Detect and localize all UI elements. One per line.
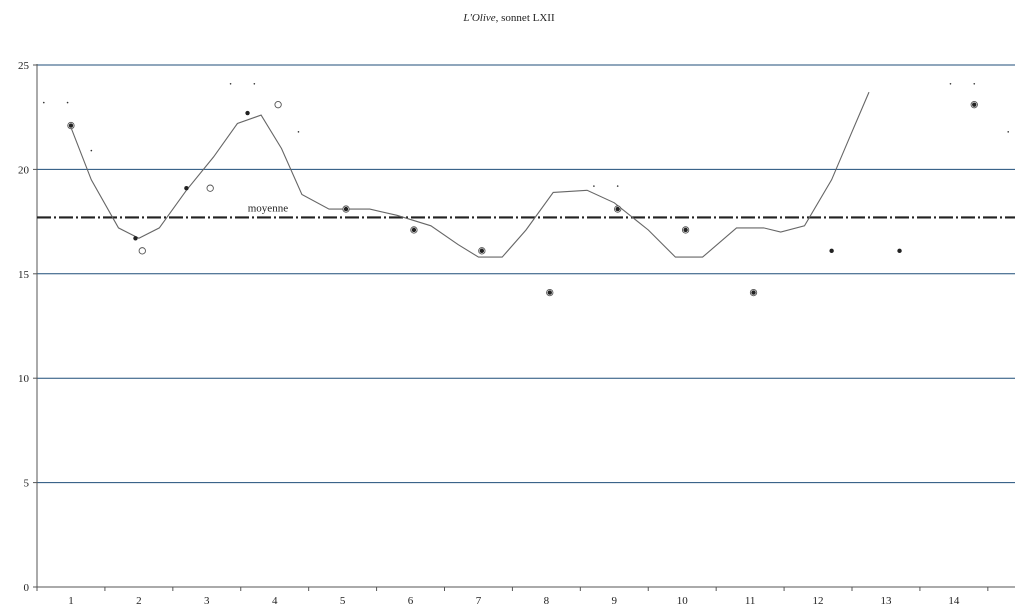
x-tick-label: 4: [272, 595, 278, 607]
chart-title: L'Olive, sonnet LXII: [0, 12, 1018, 24]
faint-mark: [949, 82, 952, 85]
data-point-solid: [68, 123, 74, 128]
data-point-solid: [245, 110, 250, 116]
x-tick-label: 1: [68, 595, 74, 607]
average-label: moyenne: [248, 202, 288, 214]
faint-mark: [90, 149, 93, 152]
x-tick-label: 8: [544, 595, 550, 607]
data-point-hollow: [206, 184, 214, 192]
chart-title-rest: , sonnet LXII: [495, 12, 555, 24]
data-point-solid: [683, 227, 688, 233]
data-point-solid: [615, 206, 620, 212]
data-point-solid: [829, 248, 834, 254]
y-tick-label: 25: [18, 60, 30, 72]
data-point-solid: [343, 206, 349, 212]
data-point-solid: [972, 102, 977, 107]
faint-mark: [973, 82, 976, 85]
x-tick-label: 13: [880, 595, 892, 607]
faint-mark: [229, 82, 232, 85]
y-tick-label: 5: [24, 478, 30, 490]
faint-mark: [297, 131, 300, 133]
y-tick-label: 20: [18, 164, 30, 176]
x-tick-label: 7: [476, 595, 482, 607]
x-tick-label: 9: [612, 595, 618, 607]
x-tick-label: 14: [948, 595, 960, 607]
faint-mark: [616, 185, 619, 187]
data-point-solid: [547, 290, 552, 295]
x-tick-label: 12: [813, 595, 824, 607]
faint-mark: [1007, 131, 1010, 133]
data-point-solid: [411, 227, 417, 233]
x-tick-label: 2: [136, 595, 142, 607]
data-point-solid: [751, 290, 756, 295]
data-point-hollow: [274, 101, 282, 109]
x-tick-label: 5: [340, 595, 346, 607]
data-point-hollow: [138, 247, 146, 255]
faint-mark: [66, 101, 69, 104]
chart-title-italic: L'Olive: [463, 12, 496, 24]
y-tick-label: 15: [18, 269, 30, 281]
data-point-solid: [479, 248, 485, 254]
x-tick-label: 10: [677, 595, 689, 607]
faint-mark: [253, 82, 256, 85]
trend-curve: [70, 91, 870, 258]
y-tick-label: 0: [24, 582, 30, 594]
data-point-solid: [184, 185, 189, 191]
x-tick-label: 11: [745, 595, 756, 607]
data-point-solid: [897, 248, 902, 254]
faint-mark: [593, 185, 595, 187]
faint-mark: [42, 101, 45, 104]
y-tick-label: 10: [18, 373, 30, 385]
x-tick-label: 6: [408, 595, 414, 607]
x-tick-label: 3: [204, 595, 210, 607]
data-point-solid: [133, 236, 138, 241]
